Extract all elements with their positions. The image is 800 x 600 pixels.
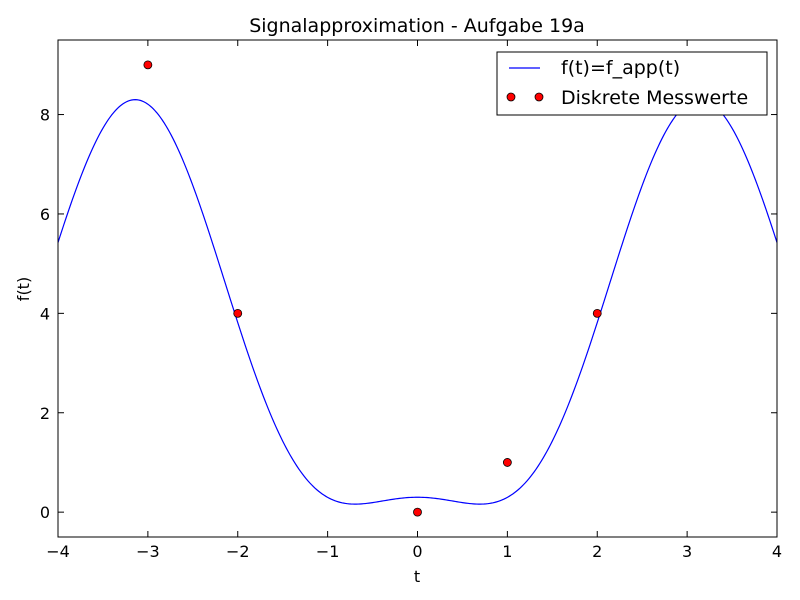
data-point: [233, 308, 243, 318]
x-tick-label: 0: [412, 542, 422, 561]
x-tick-label: 2: [592, 542, 602, 561]
x-axis-ticks: −4 −3 −2 −1 0 1 2 3 4: [46, 40, 782, 561]
plot-background: [58, 40, 777, 537]
curve-layer: [58, 99, 777, 505]
data-point: [413, 507, 422, 517]
legend-entry-curve: f(t)=f_app(t): [561, 57, 680, 79]
y-tick-label: 2: [40, 404, 50, 423]
x-tick-label: 3: [682, 542, 692, 561]
x-tick-label: 4: [772, 542, 782, 561]
y-tick-label: 4: [40, 304, 50, 323]
y-tick-label: 0: [40, 503, 50, 522]
x-tick-label: 1: [502, 542, 512, 561]
series-curve-f-app: [58, 99, 777, 505]
x-tick-label: −3: [136, 542, 160, 561]
marker-layer: [143, 60, 602, 517]
y-tick-label: 8: [40, 106, 50, 125]
data-point: [143, 60, 153, 70]
data-point: [502, 458, 512, 467]
legend-entry-points: Diskrete Messwerte: [561, 87, 748, 109]
x-axis-label: t: [414, 567, 420, 586]
chart-title: Signalapproximation - Aufgabe 19a: [249, 15, 585, 37]
x-tick-label: −4: [46, 542, 70, 561]
legend-marker-sample-2: [534, 92, 544, 102]
legend-marker-sample-1: [506, 92, 516, 102]
legend-box: [496, 51, 768, 116]
y-tick-label: 6: [40, 205, 50, 224]
y-axis-ticks: 0 2 4 6 8: [40, 106, 777, 522]
x-tick-label: −1: [316, 542, 340, 561]
data-point: [592, 308, 602, 318]
x-tick-label: −2: [226, 542, 250, 561]
legend: f(t)=f_app(t) Diskrete Messwerte: [496, 51, 768, 116]
y-axis-label: f(t): [14, 277, 33, 301]
